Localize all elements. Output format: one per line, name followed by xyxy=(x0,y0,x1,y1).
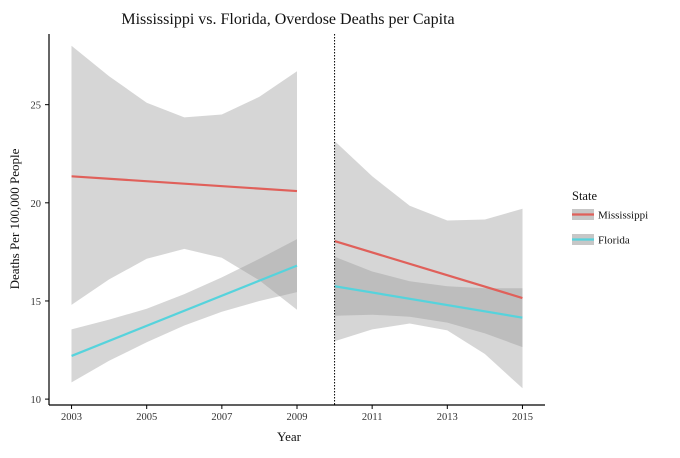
legend: State Mississippi Florida xyxy=(572,189,648,247)
y-tick-label: 15 xyxy=(31,297,42,308)
mississippi-fit-line-1 xyxy=(71,175,298,193)
fit-lines xyxy=(71,175,523,357)
plot-area xyxy=(71,34,523,405)
confidence-bands xyxy=(71,45,523,389)
chart-title: Mississippi vs. Florida, Overdose Deaths… xyxy=(121,11,454,28)
x-axis-title: Year xyxy=(277,429,302,444)
x-tick-label: 2009 xyxy=(287,412,308,423)
y-tick-label: 20 xyxy=(31,199,42,210)
x-tick-label: 2003 xyxy=(61,412,82,423)
x-tick-label: 2005 xyxy=(136,412,157,423)
x-tick-label: 2015 xyxy=(512,412,533,423)
mississippi-band-2 xyxy=(334,141,523,389)
mississippi-band-1 xyxy=(71,45,297,310)
legend-label-florida: Florida xyxy=(598,235,630,247)
y-tick-label: 10 xyxy=(31,395,42,406)
x-tick-label: 2007 xyxy=(211,412,232,423)
legend-title: State xyxy=(572,189,597,203)
legend-label-mississippi: Mississippi xyxy=(598,210,648,222)
florida-fit-line-2 xyxy=(334,285,523,319)
x-axis-ticks: 2003 2005 2007 2009 2011 2013 2015 xyxy=(61,405,533,423)
y-tick-label: 25 xyxy=(31,101,42,112)
mississippi-fit-line-2 xyxy=(334,240,523,300)
x-tick-label: 2013 xyxy=(437,412,458,423)
x-tick-label: 2011 xyxy=(362,412,383,423)
y-axis-title: Deaths Per 100,000 People xyxy=(7,148,22,289)
y-axis-ticks: 10 15 20 25 xyxy=(31,101,49,406)
florida-fit-line-1 xyxy=(71,264,298,357)
